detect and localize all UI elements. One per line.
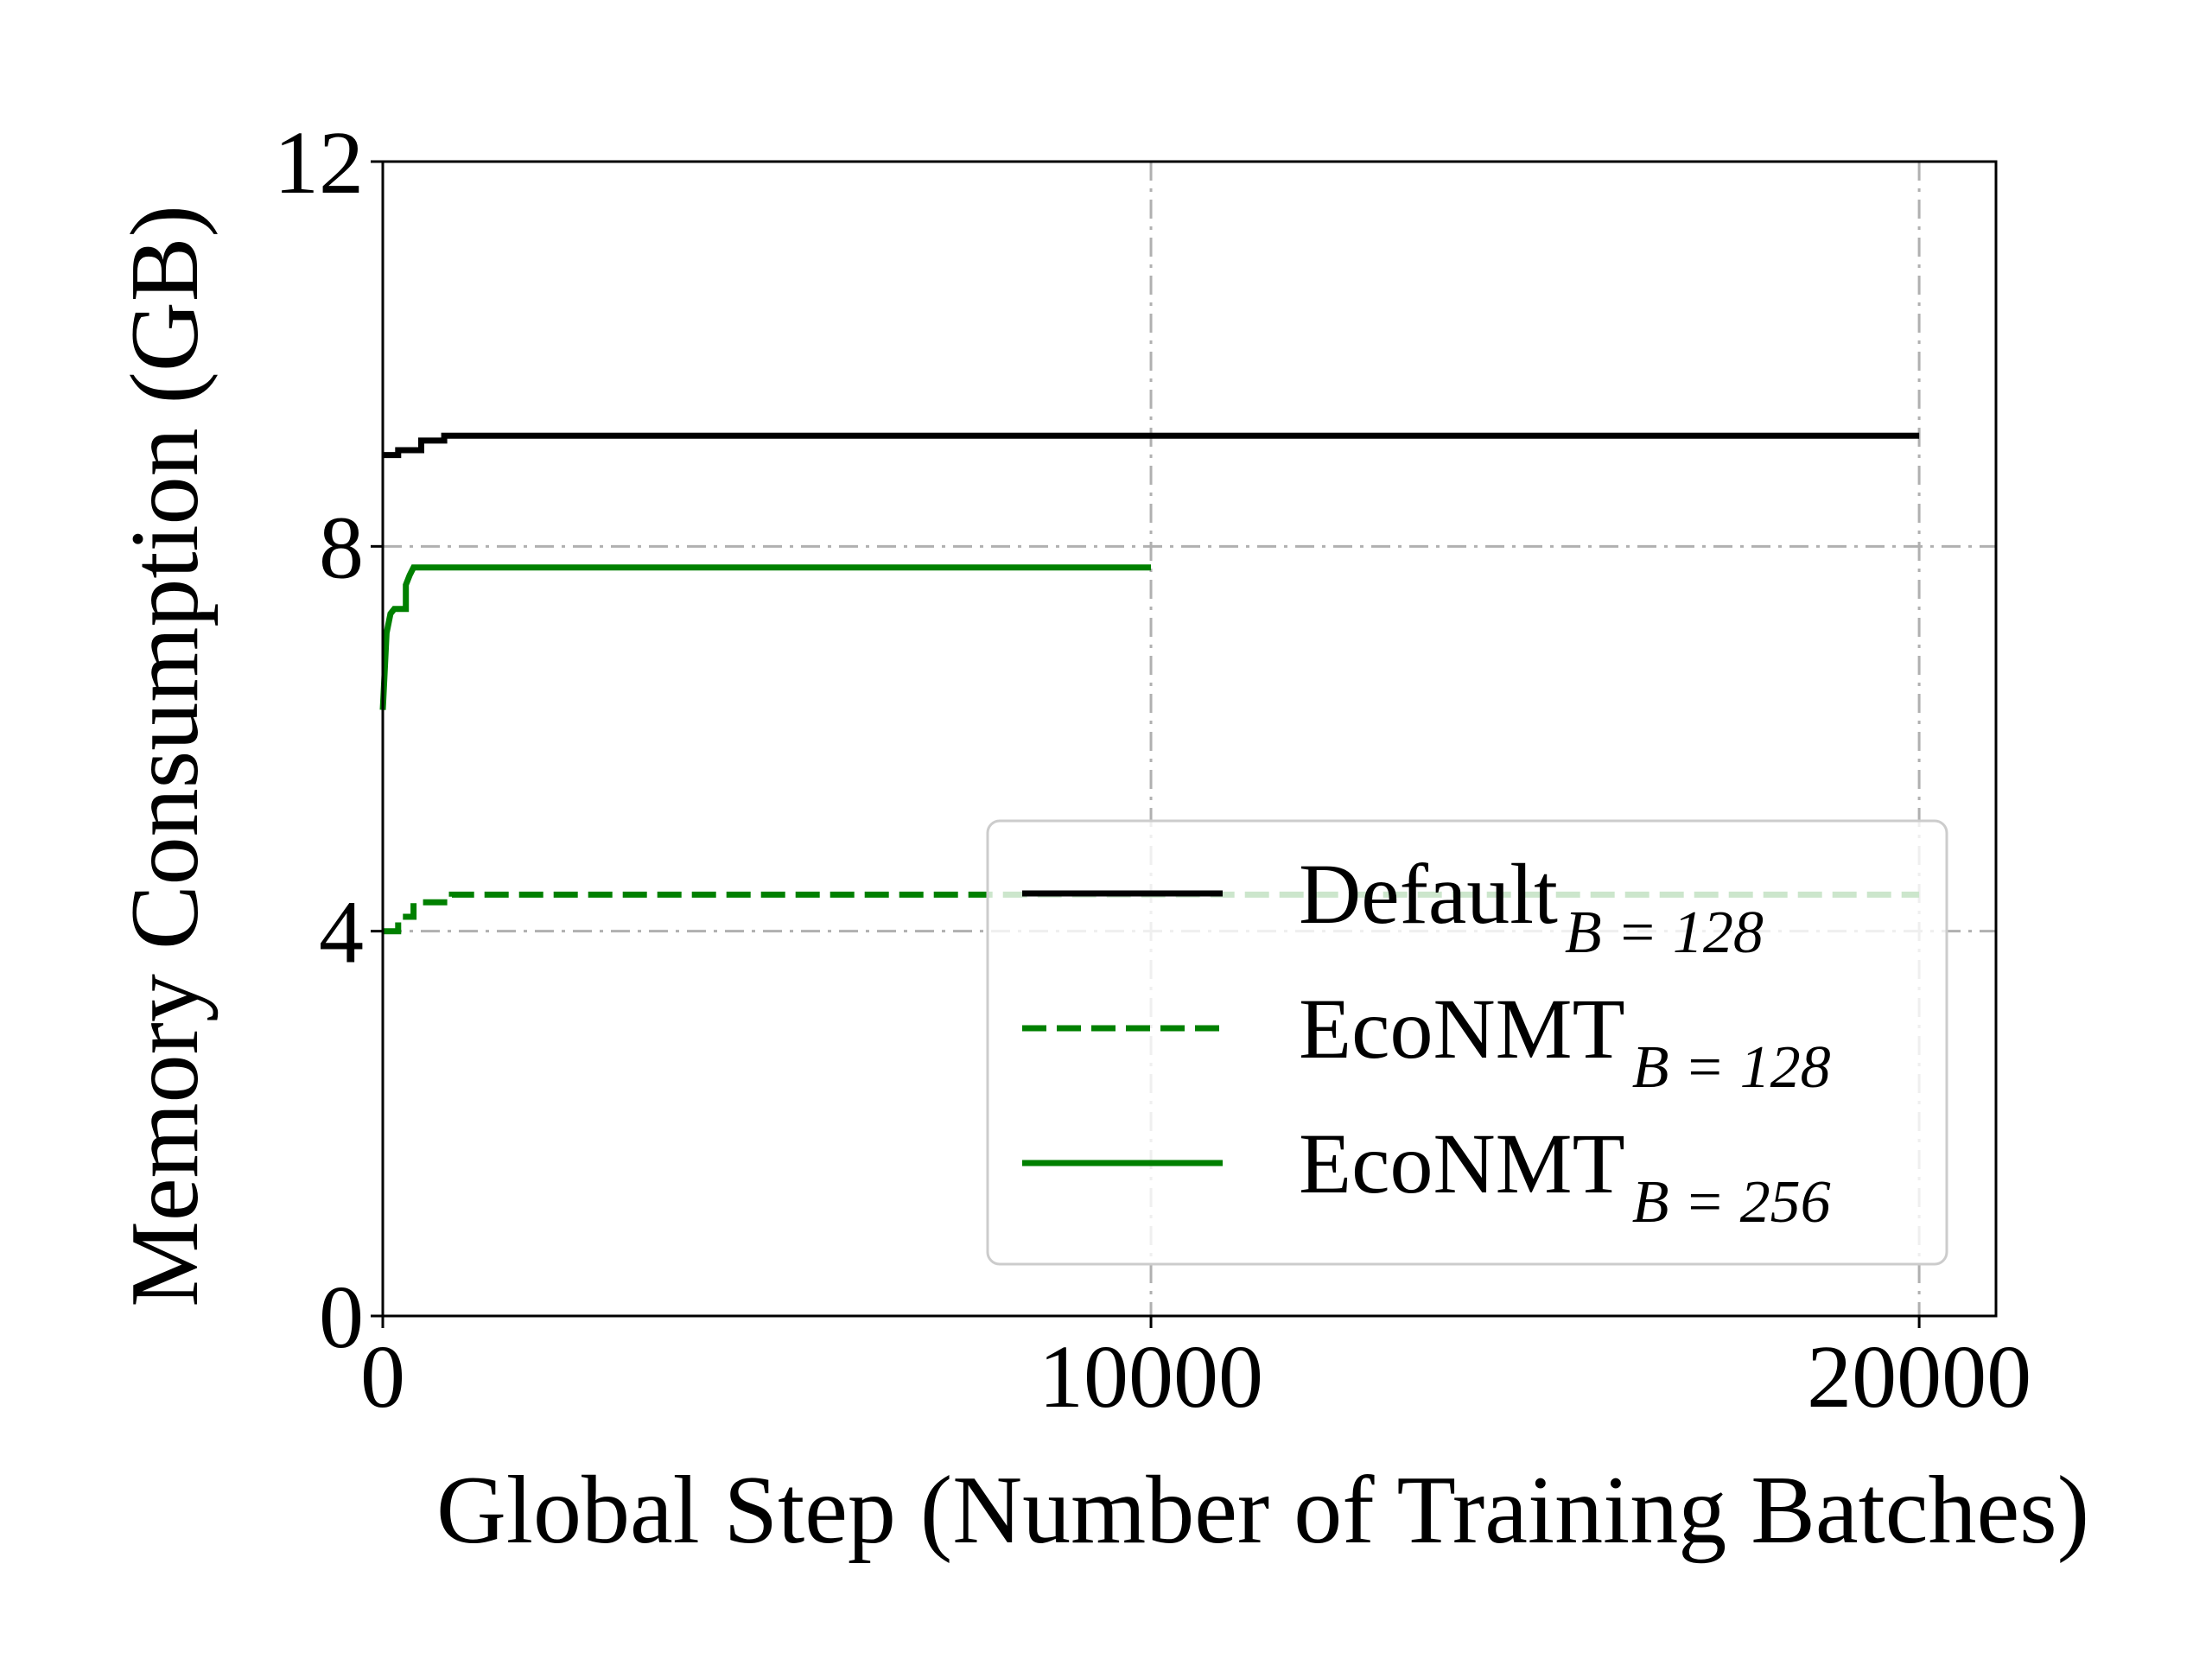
y-tick-label: 12 — [274, 113, 364, 213]
y-axis-title: Memory Consumption (GB) — [111, 205, 219, 1307]
series-lines — [379, 432, 1920, 935]
series-line-econmt_b256 — [379, 564, 1151, 710]
plot-area-frame — [381, 160, 1998, 1318]
series-line-econmt_b128 — [383, 891, 1920, 935]
x-tick-label: 0 — [360, 1327, 405, 1427]
legend-subscript-econmt_b128: B = 128 — [1632, 1034, 1831, 1101]
x-axis-title: Global Step (Number of Training Batches) — [436, 1457, 2089, 1564]
y-tick-label: 4 — [319, 883, 364, 982]
x-tick-label: 20000 — [1807, 1327, 2031, 1427]
legend-box — [986, 819, 1948, 1266]
axis-ticks: 0 10000 20000 0 4 8 12 — [274, 113, 2031, 1427]
legend-subscript-econmt_b256: B = 256 — [1632, 1169, 1831, 1236]
series-line-default_b128 — [383, 432, 1920, 459]
legend-subscript-default_b128: B = 128 — [1565, 899, 1764, 966]
y-tick-label: 8 — [319, 498, 364, 597]
x-tick-label: 10000 — [1039, 1327, 1263, 1427]
y-tick-label: 0 — [319, 1268, 364, 1367]
